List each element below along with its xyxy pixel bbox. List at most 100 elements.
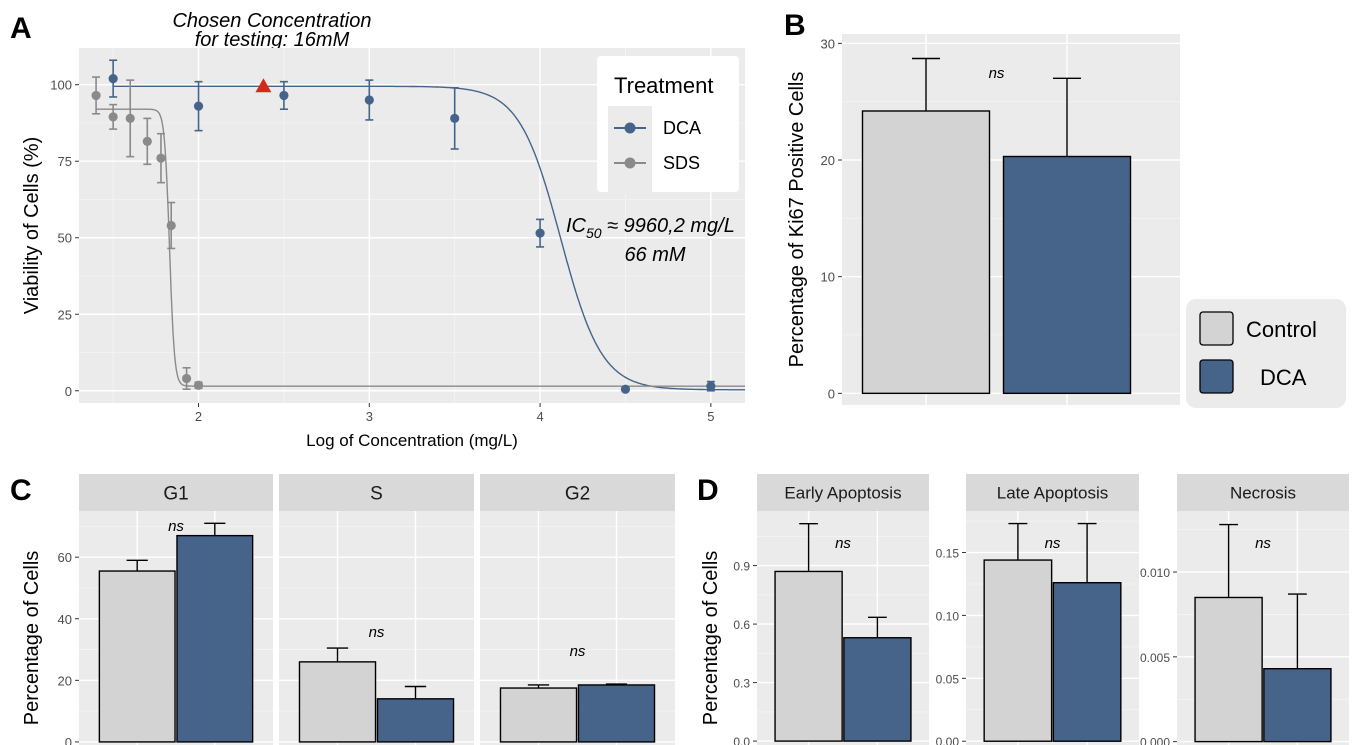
- facet-early-apoptosis-y-tick-label: 0.3: [733, 677, 750, 691]
- x-tick-label: 3: [366, 409, 373, 424]
- bar-dca: [1002, 155, 1132, 395]
- facet-g1-bar-control: [98, 570, 176, 743]
- panel-b-ki67-bars: 0 10 20 30 Percentage of Ki67 Positive Cells…: [786, 34, 1180, 405]
- sds-data-point: [125, 113, 135, 123]
- facet-late-apoptosis-y-tick-label: 0.05: [936, 672, 960, 686]
- y-tick-label: 0: [65, 384, 72, 399]
- bar-control: [861, 110, 991, 395]
- facet-g1-y-tick-label: 60: [58, 550, 72, 565]
- chosen-concentration-line2: for testing: 16mM: [195, 29, 350, 51]
- facet-s-strip: [279, 474, 474, 511]
- facet-necrosis-bar-control: [1194, 596, 1263, 743]
- dca-legend-swatch: [1199, 359, 1234, 394]
- ic50-annotation: IC50 ≈ 9960,2 mg/L: [566, 215, 735, 241]
- facet-late-apoptosis-y-tick-label: 0.00: [936, 735, 960, 745]
- panel-c-cell-cycle: G1 0 20 40 60 ns Sns G2 ns Percentage of Cells: [21, 474, 675, 745]
- facet-g1-strip-label: G1: [163, 484, 188, 505]
- facet-early-apoptosis-y-tick-label: 0.0: [733, 735, 750, 745]
- sds-data-point: [142, 136, 152, 146]
- facet-g1-y-tick-label: 20: [58, 673, 72, 688]
- panel-label-b: B: [784, 9, 806, 42]
- y-tick-label: 20: [821, 153, 835, 168]
- y-axis-title: Viability of Cells (%): [21, 137, 43, 314]
- y-axis-title: Percentage of Cells: [21, 551, 43, 726]
- panel-d-apoptosis: Early Apoptosis 0.0 0.3 0.6 0.9 ns Late Apopto…: [700, 474, 1349, 745]
- dca-legend-key: [624, 122, 636, 134]
- sds-fit-curve: [96, 108, 745, 387]
- facet-s-strip-label: S: [370, 484, 383, 505]
- x-tick-label: 2: [195, 409, 202, 424]
- facet-necrosis-bar-dca: [1263, 667, 1332, 743]
- dca-data-point: [279, 90, 289, 101]
- facet-g2-bar-control: [499, 687, 578, 743]
- facet-necrosis-significance-label: ns: [1255, 535, 1271, 552]
- dca-data-point: [535, 228, 545, 238]
- y-tick-label: 0: [828, 386, 835, 401]
- facet-g1-bar-dca: [176, 534, 254, 743]
- dca-data-point: [706, 381, 716, 391]
- dca-data-point: [108, 74, 118, 84]
- y-axis-title: Percentage of Ki67 Positive Cells: [786, 72, 808, 368]
- sds-data-point: [193, 380, 204, 390]
- facet-g1-significance-label: ns: [168, 518, 184, 535]
- ic50-annotation-mm: 66 mM: [624, 244, 685, 266]
- x-tick-label: 5: [707, 409, 714, 424]
- legend-control-label: Control: [1246, 317, 1317, 342]
- chosen-concentration-marker: [255, 78, 272, 93]
- facet-late-apoptosis-strip-label: Late Apoptosis: [997, 484, 1109, 503]
- sds-data-point: [166, 220, 176, 231]
- facet-s-bar-dca: [376, 698, 455, 743]
- dca-data-point: [620, 384, 631, 394]
- dca-fit-curve: [113, 85, 745, 391]
- facet-early-apoptosis-significance-label: ns: [835, 535, 851, 552]
- y-tick-label: 10: [821, 270, 835, 285]
- facet-early-apoptosis-y-tick-label: 0.6: [733, 618, 750, 632]
- sds-data-point: [108, 112, 118, 122]
- x-tick-label: 4: [536, 409, 543, 424]
- panel-label-c: C: [10, 474, 32, 507]
- facet-necrosis-strip: [1177, 474, 1349, 511]
- y-tick-label: 25: [58, 307, 72, 322]
- facet-necrosis-y-tick-label: 0.000: [1140, 736, 1170, 745]
- y-tick-label: 30: [821, 36, 835, 51]
- facet-early-apoptosis-strip-label: Early Apoptosis: [784, 484, 901, 503]
- facet-g2-strip-label: G2: [565, 484, 590, 505]
- facet-necrosis-strip-label: Necrosis: [1230, 484, 1296, 503]
- sds-data-point: [91, 90, 101, 101]
- treatment-legend: Treatment DCA SDS: [597, 56, 739, 194]
- dca-data-point: [364, 95, 374, 105]
- facet-late-apoptosis-y-tick-label: 0.15: [936, 547, 960, 561]
- facet-g2-bar-dca: [577, 684, 656, 743]
- sds-data-point: [181, 373, 192, 384]
- y-axis-title: Percentage of Cells: [700, 551, 722, 726]
- legend-sds-label: SDS: [663, 153, 700, 173]
- facet-necrosis-y-tick-label: 0.010: [1140, 566, 1170, 580]
- panel-label-a: A: [10, 12, 32, 45]
- legend-dca-group-label: DCA: [1260, 365, 1307, 390]
- facet-early-apoptosis-bar-control: [774, 570, 843, 742]
- sds-legend-key: [624, 157, 636, 169]
- facet-s-bar-control: [298, 661, 377, 743]
- dca-data-point: [450, 113, 460, 123]
- group-legend: Control DCA: [1186, 299, 1346, 408]
- sds-data-point: [156, 153, 166, 163]
- y-tick-label: 75: [58, 154, 72, 169]
- facet-early-apoptosis-bar-dca: [843, 637, 912, 742]
- dca-data-point: [193, 101, 204, 111]
- x-axis-title: Log of Concentration (mg/L): [306, 431, 518, 450]
- y-tick-label: 100: [50, 78, 72, 93]
- facet-g1-y-tick-label: 0: [65, 735, 72, 745]
- facet-necrosis-y-tick-label: 0.005: [1140, 651, 1170, 665]
- facet-g1-strip: [79, 474, 273, 511]
- panel-label-d: D: [697, 474, 719, 507]
- y-tick-label: 50: [58, 231, 72, 246]
- facet-early-apoptosis-strip: [757, 474, 929, 511]
- significance-label: ns: [989, 65, 1005, 82]
- facet-g2-significance-label: ns: [570, 643, 586, 660]
- chosen-concentration-line1: Chosen Concentration: [172, 10, 371, 32]
- facet-early-apoptosis-y-tick-label: 0.9: [733, 560, 750, 574]
- treatment-legend-title: Treatment: [614, 73, 713, 98]
- facet-late-apoptosis-bar-control: [983, 559, 1053, 742]
- facet-late-apoptosis-strip: [966, 474, 1139, 511]
